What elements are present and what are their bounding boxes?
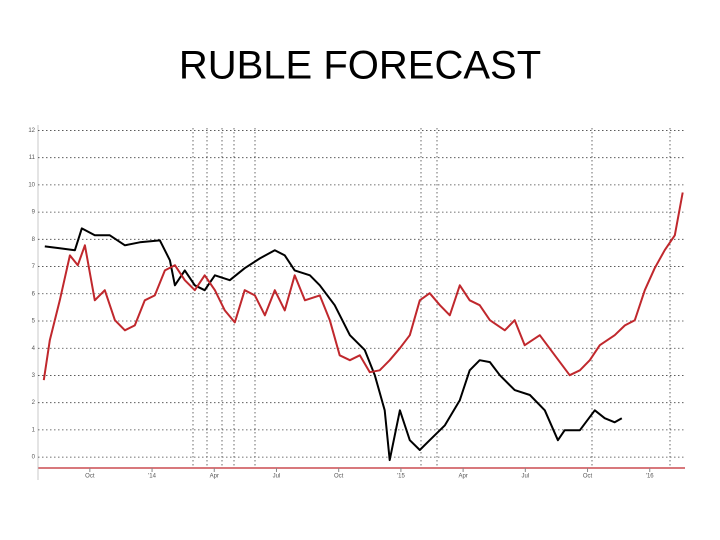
x-tick-label: Oct (334, 474, 344, 480)
y-tick-label: 8 (32, 237, 36, 243)
x-tick-label: '15 (397, 474, 405, 480)
series-line (42, 192, 684, 381)
series-line (44, 227, 623, 462)
y-tick-label: 10 (28, 182, 35, 188)
y-tick-label: 12 (28, 128, 35, 134)
x-tick-label: Jul (273, 474, 281, 480)
y-tick-label: 5 (32, 319, 36, 325)
chart-title: RUBLE FORECAST (179, 44, 541, 88)
y-tick-label: 1 (32, 427, 36, 433)
y-tick-label: 9 (32, 210, 36, 216)
x-tick-label: Apr (458, 474, 467, 480)
x-tick-label: '16 (646, 474, 654, 480)
y-tick-label: 3 (32, 373, 36, 379)
x-tick-label: '14 (148, 474, 156, 480)
x-tick-label: Oct (583, 474, 593, 480)
y-tick-label: 11 (29, 155, 36, 161)
vertical-grid (192, 128, 671, 468)
y-tick-label: 6 (32, 291, 36, 297)
y-tick-label: 4 (32, 346, 36, 352)
y-tick-label: 7 (32, 264, 36, 270)
x-tick-label: Oct (85, 474, 95, 480)
x-tick-label: Apr (210, 474, 219, 480)
y-tick-label: 0 (32, 455, 36, 461)
x-tick-label: Jul (521, 474, 529, 480)
y-tick-label: 2 (32, 400, 36, 406)
